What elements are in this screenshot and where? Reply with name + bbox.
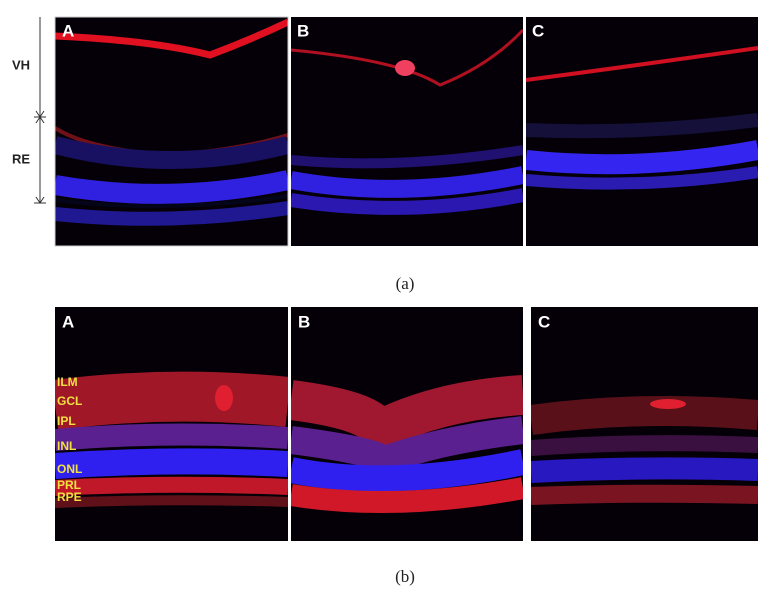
image-panel [55, 17, 288, 246]
scale-arrows [34, 17, 46, 204]
caption: (b) [395, 567, 415, 586]
image-panel [291, 17, 523, 246]
panel-border [54, 16, 289, 247]
image-panel [55, 307, 288, 541]
panel-label: C [538, 312, 550, 331]
image-panel [526, 17, 758, 246]
caption: (a) [396, 274, 415, 293]
layer-label: GCL [57, 394, 82, 408]
panel-label: A [62, 312, 74, 331]
layer-label: IPL [57, 414, 76, 428]
panel-label: B [297, 21, 309, 40]
layer-label: INL [57, 439, 76, 453]
panel-label: A [62, 21, 74, 40]
image-panel [531, 307, 758, 541]
panel-label: B [298, 312, 310, 331]
side-label: VH [12, 57, 30, 72]
image-panel [291, 307, 523, 541]
layer-label: ILM [57, 375, 78, 389]
layer-label: PRL [57, 478, 81, 492]
layer-label: ONL [57, 462, 82, 476]
layer-label: RPE [57, 490, 82, 504]
side-label: RE [12, 151, 30, 166]
panel-label: C [532, 21, 544, 40]
